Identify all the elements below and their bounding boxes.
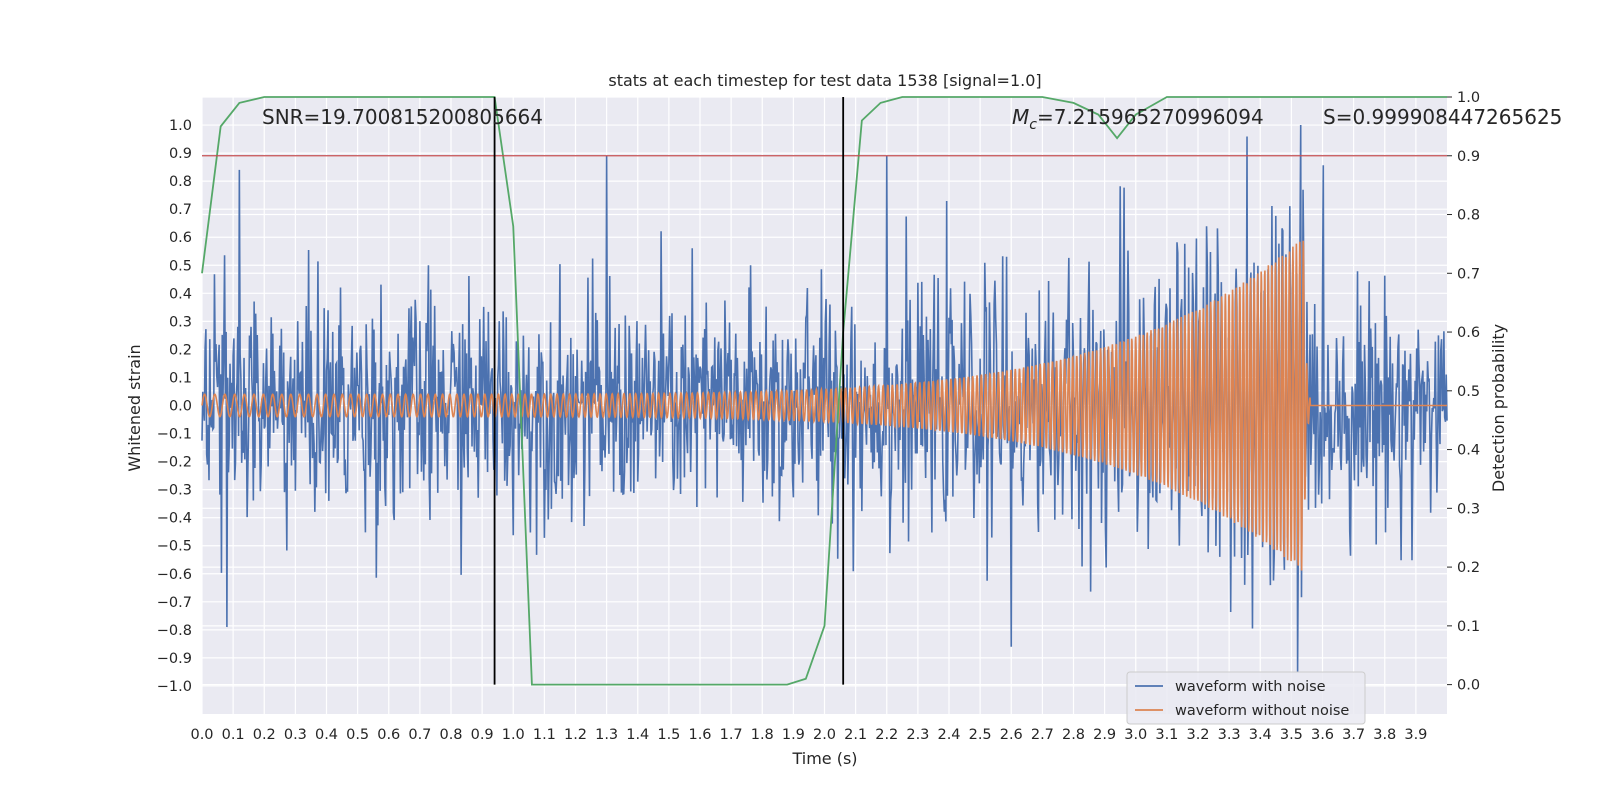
x-axis-label: Time (s) xyxy=(791,749,857,768)
y-tick-label: −0.3 xyxy=(157,483,192,499)
x-tick-label: 3.7 xyxy=(1342,727,1365,743)
x-tick-label: 1.8 xyxy=(751,727,774,743)
x-tick-label: 2.9 xyxy=(1093,727,1116,743)
x-tick-label: 0.5 xyxy=(346,727,369,743)
x-tick-label: 3.3 xyxy=(1218,727,1241,743)
x-tick-label: 2.4 xyxy=(937,727,960,743)
x-tick-label: 1.1 xyxy=(533,727,556,743)
y2-tick-label: 0.4 xyxy=(1457,443,1480,459)
x-tick-label: 3.1 xyxy=(1155,727,1178,743)
y2-tick-label: 0.0 xyxy=(1457,678,1480,694)
x-tick-label: 2.6 xyxy=(1000,727,1023,743)
y2-axis-label: Detection probability xyxy=(1489,324,1508,492)
legend: waveform with noise waveform without noi… xyxy=(1126,671,1366,725)
x-tick-label: 2.3 xyxy=(906,727,929,743)
x-tick-label: 1.5 xyxy=(657,727,680,743)
y-tick-label: 0.8 xyxy=(169,174,192,190)
y-tick-label: 0.7 xyxy=(169,202,192,218)
y-tick-label: 0.5 xyxy=(169,258,192,274)
x-tick-label: 0.8 xyxy=(439,727,462,743)
x-tick-label: 0.0 xyxy=(190,727,213,743)
y2-tick-label: 0.8 xyxy=(1457,208,1480,224)
legend-label-noisy: waveform with noise xyxy=(1175,679,1326,695)
y-tick-label: −0.6 xyxy=(157,567,192,583)
x-tick-label: 2.0 xyxy=(813,727,836,743)
y-tick-label: −0.2 xyxy=(157,455,192,471)
x-tick-label: 0.6 xyxy=(377,727,400,743)
y2-tick-label: 0.1 xyxy=(1457,619,1480,635)
x-tick-label: 0.4 xyxy=(315,727,338,743)
clean-waveform-line xyxy=(201,240,1447,571)
x-tick-label: 3.2 xyxy=(1186,727,1209,743)
y-tick-label: −0.1 xyxy=(157,427,192,443)
legend-box xyxy=(1126,671,1366,725)
y2-tick-label: 0.3 xyxy=(1457,501,1480,517)
x-tick-label: 3.6 xyxy=(1311,727,1334,743)
y2-tick-label: 1.0 xyxy=(1457,90,1480,106)
x-tick-label: 1.3 xyxy=(595,727,618,743)
s-annotation: S=0.999908447265625 xyxy=(1323,105,1562,129)
y-tick-label: −0.7 xyxy=(157,595,192,611)
x-tick-label: 1.2 xyxy=(564,727,587,743)
detection-probability-line xyxy=(201,96,1447,686)
x-tick-label: 0.9 xyxy=(471,727,494,743)
x-tick-label: 3.8 xyxy=(1373,727,1396,743)
reference-lines xyxy=(202,97,1447,685)
chirp-mass-annotation: Mc=7.215965270996094 xyxy=(1012,105,1264,133)
x-axis-ticks: 0.0 0.1 0.2 0.3 0.4 0.5 0.6 0.7 0.8 0.9 1.0 1.1 1.2 1… xyxy=(190,727,1427,743)
series-detection-probability xyxy=(201,96,1447,686)
y-tick-label: 0.2 xyxy=(169,342,192,358)
y-tick-label: 0.3 xyxy=(169,314,192,330)
x-tick-label: 2.1 xyxy=(844,727,867,743)
y-tick-label: −0.5 xyxy=(157,539,192,555)
x-tick-label: 0.2 xyxy=(253,727,276,743)
y-tick-label: 0.1 xyxy=(169,370,192,386)
chirp-mass-symbol: M xyxy=(1012,105,1029,129)
x-tick-label: 2.2 xyxy=(875,727,898,743)
y-tick-label: 1.0 xyxy=(169,118,192,134)
chart-title: stats at each timestep for test data 153… xyxy=(608,71,1041,90)
y-tick-label: −0.8 xyxy=(157,623,192,639)
x-tick-label: 1.7 xyxy=(720,727,743,743)
x-tick-label: 3.9 xyxy=(1404,727,1427,743)
x-tick-label: 1.9 xyxy=(782,727,805,743)
y-tick-label: 0.6 xyxy=(169,230,192,246)
x-tick-label: 2.5 xyxy=(969,727,992,743)
y-tick-label: 0.4 xyxy=(169,286,192,302)
y-axis-ticks: −1.0 −0.9 −0.8 −0.7 −0.6 −0.5 −0.4 −0.3 −0.2 −0.1… xyxy=(157,118,192,695)
x-tick-label: 3.4 xyxy=(1249,727,1272,743)
x-tick-label: 1.0 xyxy=(502,727,525,743)
x-tick-label: 0.3 xyxy=(284,727,307,743)
y-tick-label: −0.9 xyxy=(157,651,192,667)
x-tick-label: 0.7 xyxy=(408,727,431,743)
y-tick-label: −0.4 xyxy=(157,511,192,527)
x-tick-label: 3.0 xyxy=(1124,727,1147,743)
legend-label-clean: waveform without noise xyxy=(1175,703,1349,719)
y2-tick-label: 0.2 xyxy=(1457,560,1480,576)
y-axis-label: Whitened strain xyxy=(125,344,144,471)
y-tick-label: 0.9 xyxy=(169,146,192,162)
x-tick-label: 3.5 xyxy=(1280,727,1303,743)
y2-tick-label: 0.7 xyxy=(1457,266,1480,282)
x-tick-label: 1.4 xyxy=(626,727,649,743)
x-tick-label: 0.1 xyxy=(222,727,245,743)
y-tick-label: −1.0 xyxy=(157,679,192,695)
x-tick-label: 1.6 xyxy=(688,727,711,743)
y2-tick-label: 0.6 xyxy=(1457,325,1480,341)
x-tick-label: 2.7 xyxy=(1031,727,1054,743)
series-waveform-without-noise xyxy=(201,240,1447,571)
y2-tick-label: 0.9 xyxy=(1457,149,1480,165)
y-tick-label: 0.0 xyxy=(169,399,192,415)
snr-annotation: SNR=19.700815200805664 xyxy=(262,105,543,129)
chirp-mass-value: =7.215965270996094 xyxy=(1037,105,1264,129)
y2-axis-ticks: 0.0 0.1 0.2 0.3 0.4 0.5 0.6 0.7 0.8 0.9 1.0 xyxy=(1447,90,1480,694)
y2-tick-label: 0.5 xyxy=(1457,384,1480,400)
x-tick-label: 2.8 xyxy=(1062,727,1085,743)
chirp-mass-subscript: c xyxy=(1029,117,1037,133)
